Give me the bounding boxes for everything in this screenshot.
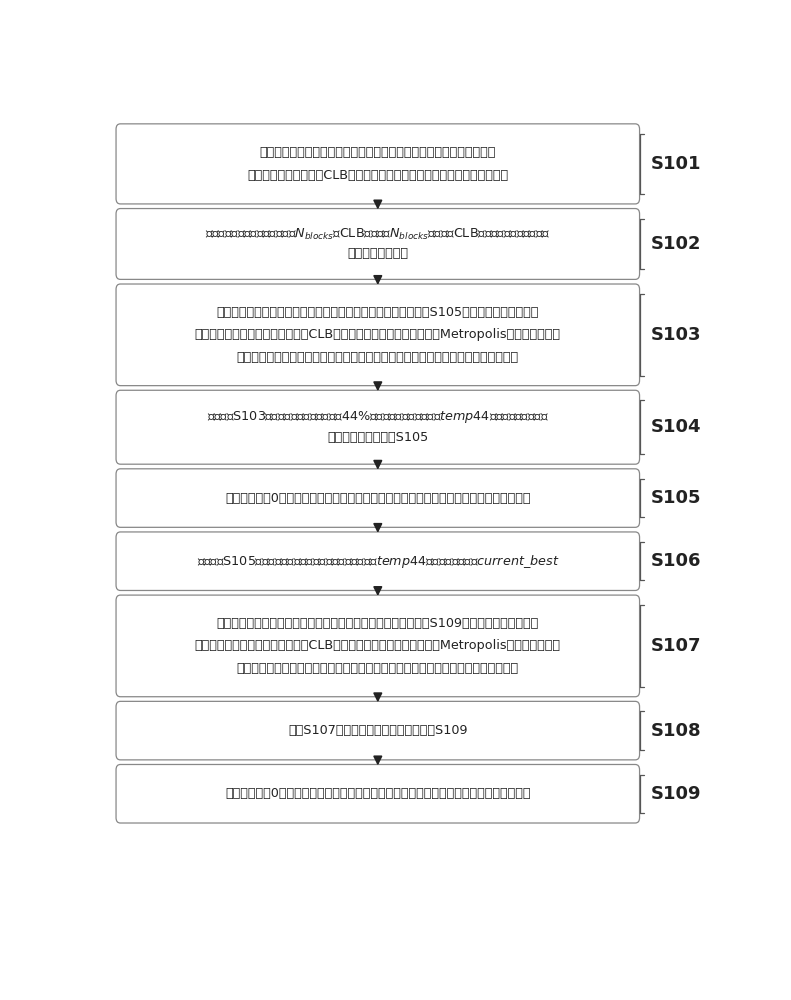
FancyBboxPatch shape <box>116 469 640 527</box>
FancyBboxPatch shape <box>116 532 640 590</box>
Text: 重复S107直至温度达到冰点为止，执行S109: 重复S107直至温度达到冰点为止，执行S109 <box>288 724 467 737</box>
Text: S101: S101 <box>650 155 701 173</box>
Text: 重复步骤S103直至接受新布局的概率达到44%为止，保存当前的温度为$temp44$，并且保存当前的布: 重复步骤S103直至接受新布局的概率达到44%为止，保存当前的温度为$temp4… <box>207 409 549 425</box>
Text: 在给定的温度下，判断温度是否达到冰点，如果达到冰点，执行S109；否则，模拟回火方法: 在给定的温度下，判断温度是否达到冰点，如果达到冰点，执行S109；否则，模拟回火… <box>217 617 539 630</box>
Text: 进行布局，当前温度下，通过调整CLB的位置，得到一个新的布局，以Metropolis准则判断是接受: 进行布局，当前温度下，通过调整CLB的位置，得到一个新的布局，以Metropol… <box>195 328 561 341</box>
Text: S103: S103 <box>650 326 701 344</box>
Text: 进行布局，当前温度下，通过调整CLB的位置，得到一个新的布局，以Metropolis准则判断是接受: 进行布局，当前温度下，通过调整CLB的位置，得到一个新的布局，以Metropol… <box>195 639 561 652</box>
Text: 局结果为，执行步骤S105: 局结果为，执行步骤S105 <box>327 431 429 444</box>
FancyBboxPatch shape <box>116 390 640 464</box>
Text: S104: S104 <box>650 418 701 436</box>
FancyBboxPatch shape <box>116 701 640 760</box>
Text: S107: S107 <box>650 637 701 655</box>
Text: S106: S106 <box>650 552 701 570</box>
FancyBboxPatch shape <box>116 284 640 386</box>
Text: 在给定的温度下，判断温度是否达到冰点，如果达到冰点，执行S105；否则，模拟退火方法: 在给定的温度下，判断温度是否达到冰点，如果达到冰点，执行S105；否则，模拟退火… <box>217 306 539 319</box>
Text: 在初始布局的基础上，通过进行$N_{blocks}$次CLB的交换，$N_{blocks}$是电路中CLB的个数，计算得到模拟退: 在初始布局的基础上，通过进行$N_{blocks}$次CLB的交换，$N_{bl… <box>205 226 551 242</box>
Text: 给定一个现场可编程门阵列的网表文件和一个结构文件，模拟退火方法: 给定一个现场可编程门阵列的网表文件和一个结构文件，模拟退火方法 <box>259 146 496 159</box>
Text: 火方法的初始温度: 火方法的初始温度 <box>347 247 408 260</box>
Text: 进行初始布局，将每个CLB随机的分配到现场可编程门阵列的一个坐标位置: 进行初始布局，将每个CLB随机的分配到现场可编程门阵列的一个坐标位置 <box>248 169 509 182</box>
FancyBboxPatch shape <box>116 209 640 279</box>
Text: 根据步骤S105的结果，将模拟回火方法的初始温度设置为$temp44$，初始布局设置为$current\_best$: 根据步骤S105的结果，将模拟回火方法的初始温度设置为$temp44$，初始布局… <box>197 553 559 570</box>
Text: 将温度设置为0，进行局部优化搜索，并保存当前最优的布局结果，模拟退火布局方法结束: 将温度设置为0，进行局部优化搜索，并保存当前最优的布局结果，模拟退火布局方法结束 <box>225 492 531 505</box>
Text: S108: S108 <box>650 722 702 740</box>
FancyBboxPatch shape <box>116 124 640 204</box>
FancyBboxPatch shape <box>116 764 640 823</box>
Text: S102: S102 <box>650 235 701 253</box>
FancyBboxPatch shape <box>116 595 640 697</box>
Text: 还是拒绝新布局，当前温度下的所有布局完成之后，根据一个回火表对温度进行更新: 还是拒绝新布局，当前温度下的所有布局完成之后，根据一个回火表对温度进行更新 <box>237 662 519 675</box>
Text: 还是拒绝新布局，当前温度下的所有布局完成之后，根据一个退火表对温度进行更新: 还是拒绝新布局，当前温度下的所有布局完成之后，根据一个退火表对温度进行更新 <box>237 351 519 364</box>
Text: S105: S105 <box>650 489 701 507</box>
Text: 将温度设置为0，进行局部优化搜索，并保存当前最优的布局结果，模拟回火布局方法结束: 将温度设置为0，进行局部优化搜索，并保存当前最优的布局结果，模拟回火布局方法结束 <box>225 787 531 800</box>
Text: S109: S109 <box>650 785 701 803</box>
